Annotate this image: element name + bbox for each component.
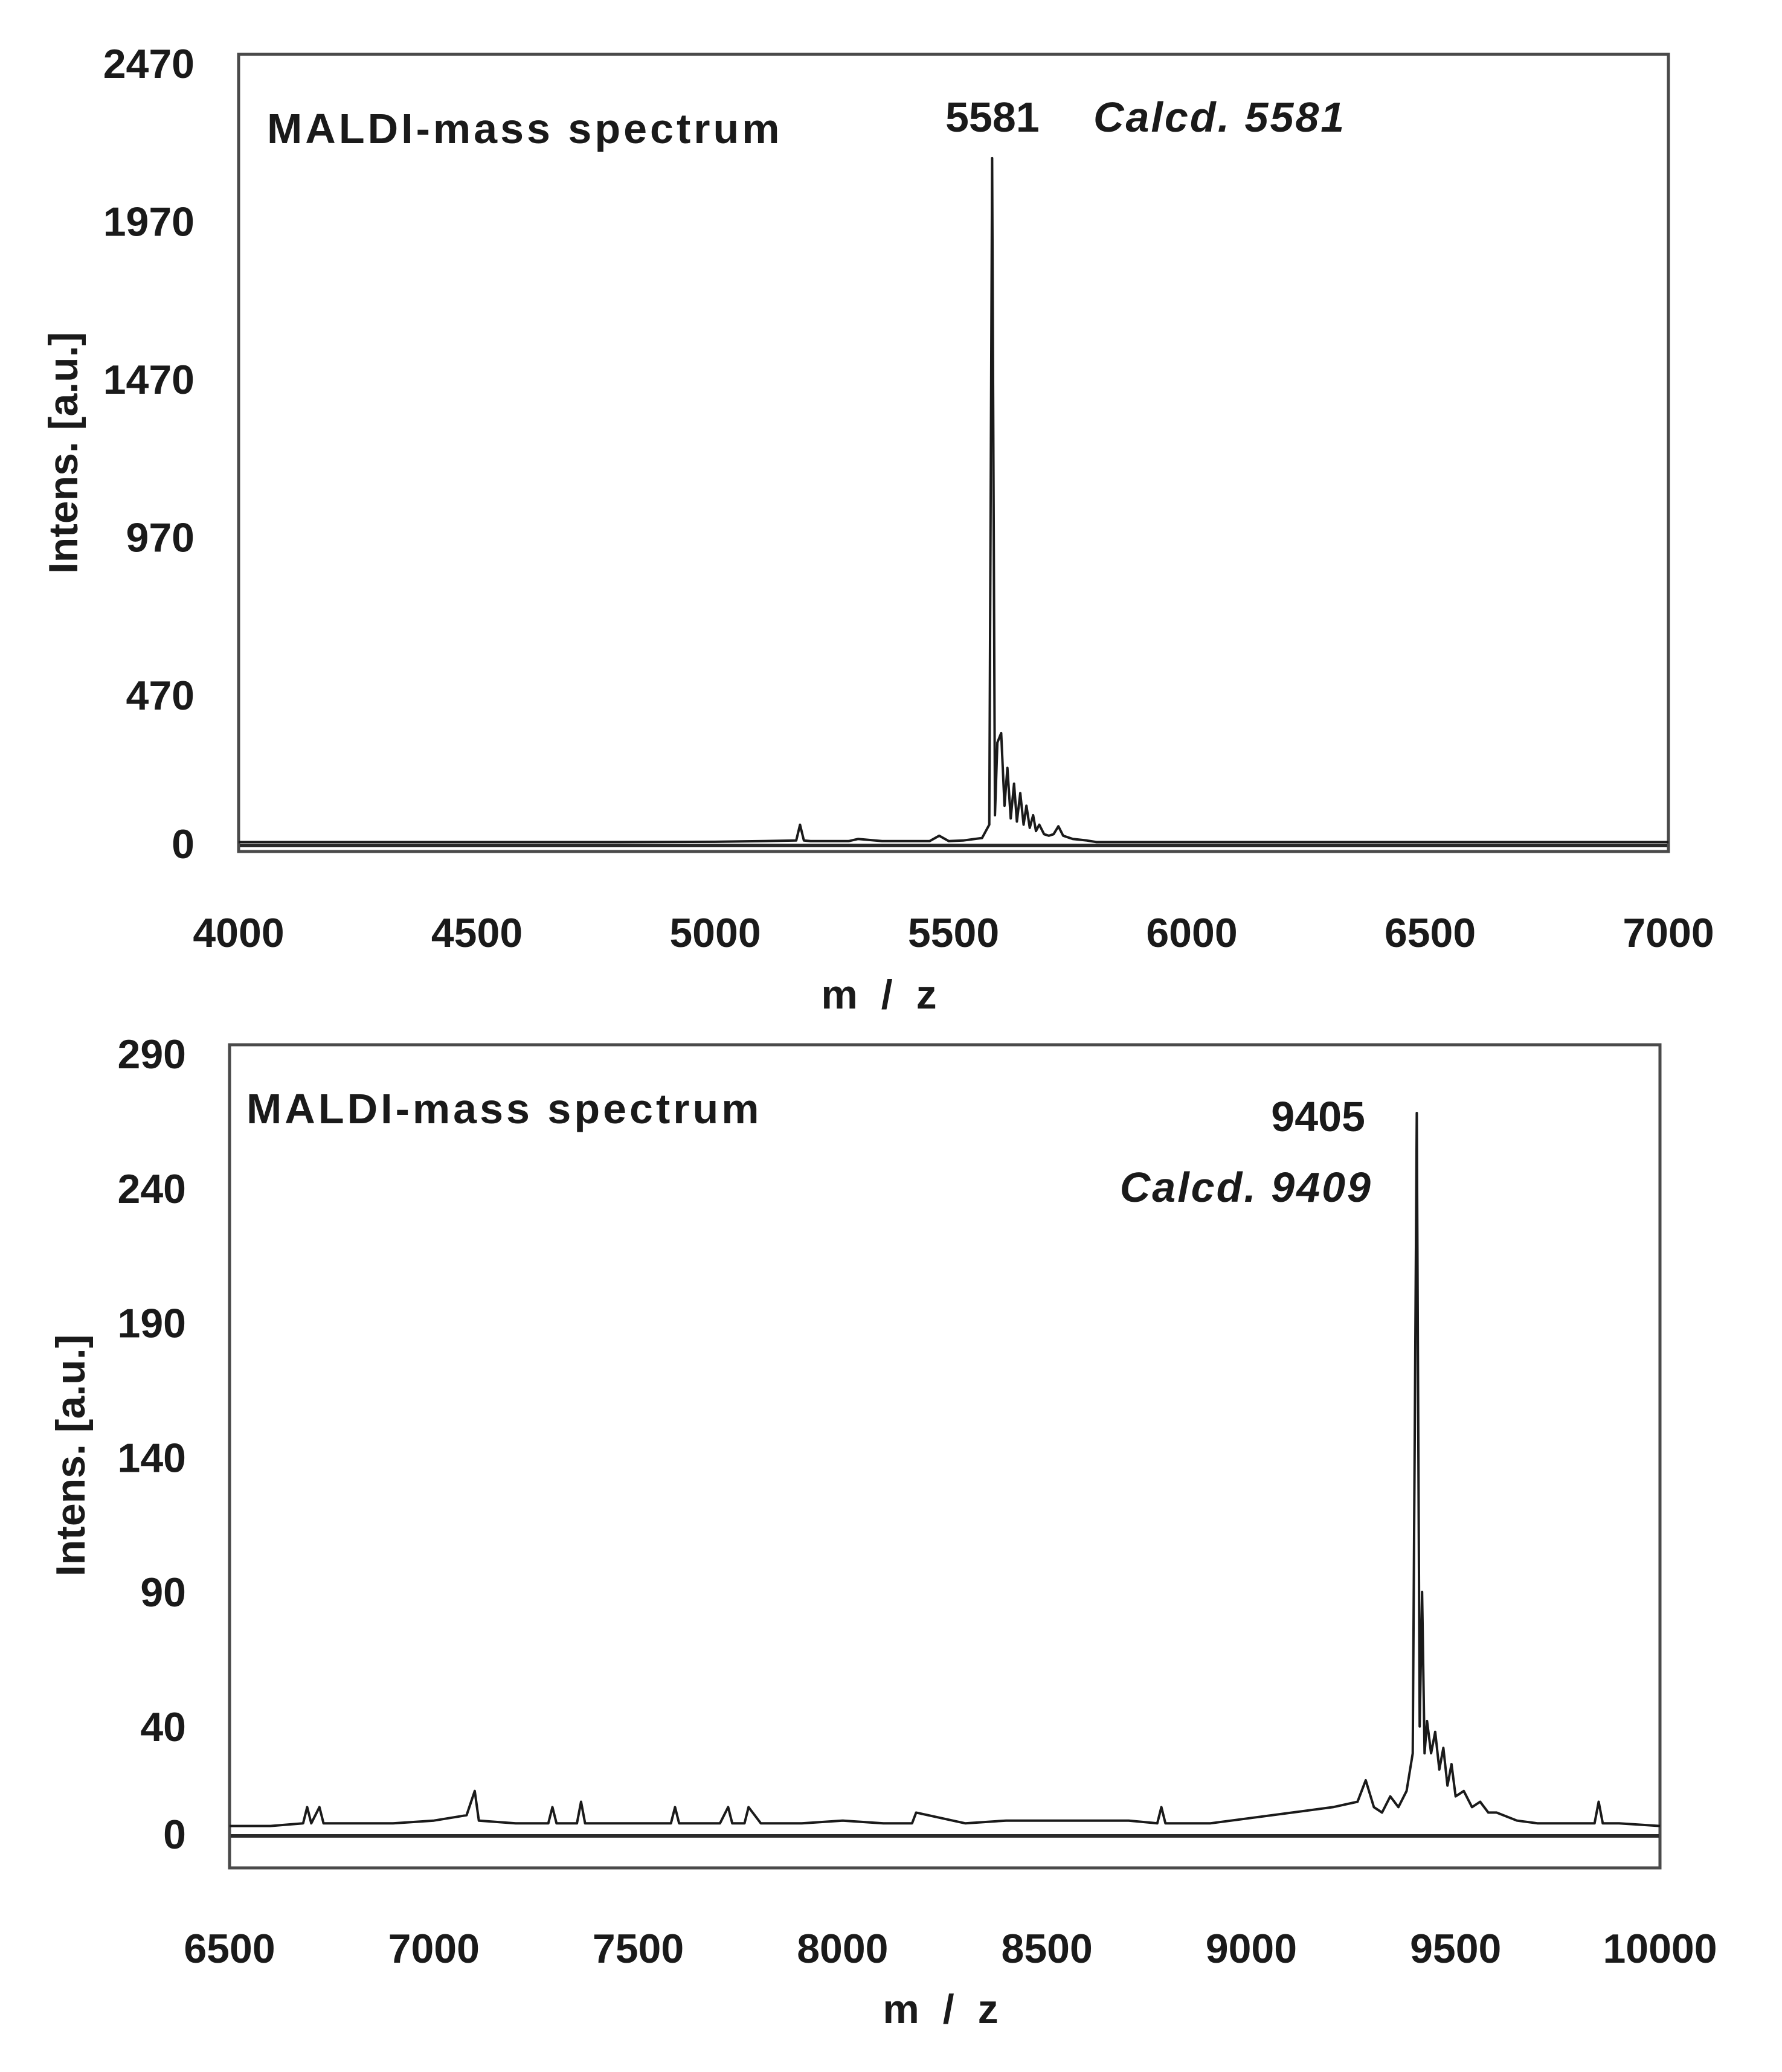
y-tick-label: 190 [118, 1301, 186, 1347]
y-tick-labels: 0 40 90 140 190 240 290 [118, 1031, 186, 1858]
x-tick-label: 8000 [797, 1926, 888, 1972]
spectrum-line [230, 1112, 1661, 1827]
x-tick-label: 9500 [1410, 1926, 1501, 1972]
calcd-label: Calcd. 5581 [1093, 94, 1346, 141]
x-tick-label: 7000 [1623, 910, 1714, 956]
x-tick-label: 5500 [908, 910, 999, 956]
peak-label: 9405 [1271, 1093, 1365, 1140]
spectrum-line [239, 156, 1668, 844]
chart-title: MALDI-mass spectrum [267, 105, 783, 152]
x-tick-label: 4000 [193, 910, 284, 956]
chart-bottom: 0 40 90 140 190 240 290 6500 7000 7500 8000 8500 90… [48, 1031, 1717, 2032]
y-tick-label: 470 [126, 673, 195, 719]
x-tick-label: 4500 [431, 910, 523, 956]
x-tick-labels: 6500 7000 7500 8000 8500 9000 9500 10000 [184, 1926, 1717, 1972]
x-tick-label: 9000 [1206, 1926, 1297, 1972]
x-tick-label: 6000 [1146, 910, 1237, 956]
y-tick-label: 290 [118, 1031, 186, 1077]
x-tick-labels: 4000 4500 5000 5500 6000 6500 7000 [193, 910, 1714, 956]
x-axis-label: m / z [883, 1986, 1004, 2032]
y-axis-label: Intens. [a.u.] [48, 1335, 94, 1576]
y-tick-label: 0 [163, 1812, 186, 1858]
y-tick-label: 1470 [103, 357, 195, 403]
y-tick-label: 90 [140, 1570, 186, 1615]
chart-title: MALDI-mass spectrum [246, 1085, 762, 1132]
y-tick-label: 2470 [103, 41, 195, 87]
y-tick-label: 240 [118, 1166, 186, 1212]
plot-frame [228, 1043, 1662, 1870]
calcd-label: Calcd. 9409 [1120, 1164, 1372, 1211]
y-tick-label: 140 [118, 1435, 186, 1481]
x-tick-label: 8500 [1002, 1926, 1093, 1972]
x-tick-label: 6500 [1385, 910, 1476, 956]
y-axis-label: Intens. [a.u.] [40, 332, 86, 574]
x-tick-label: 5000 [669, 910, 761, 956]
y-tick-label: 1970 [103, 199, 195, 245]
x-tick-label: 7000 [388, 1926, 480, 1972]
plot-frame [237, 53, 1670, 853]
x-tick-label: 6500 [184, 1926, 275, 1972]
y-tick-label: 0 [172, 821, 195, 867]
x-tick-label: 10000 [1603, 1926, 1717, 1972]
x-tick-label: 7500 [593, 1926, 684, 1972]
y-tick-label: 970 [126, 515, 195, 561]
x-axis-label: m / z [821, 972, 942, 1018]
y-tick-label: 40 [140, 1704, 186, 1750]
peak-label: 5581 [945, 94, 1040, 141]
y-tick-labels: 0 470 970 1470 1970 2470 [103, 41, 195, 867]
chart-top: 0 470 970 1470 1970 2470 4000 4500 5000 5500 6000… [40, 41, 1714, 1018]
